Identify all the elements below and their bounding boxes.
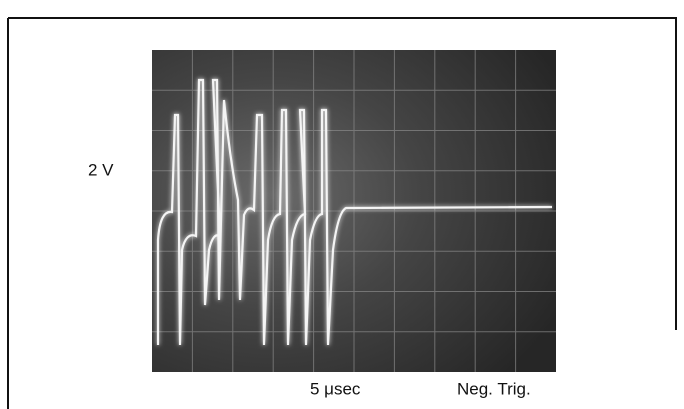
graticule [152, 50, 556, 372]
vertical-scale-label: 2 V [88, 160, 114, 179]
trigger-label: Neg. Trig. [457, 379, 531, 398]
time-scale-label: 5 μsec [310, 379, 361, 398]
frame [7, 17, 677, 409]
scope-trace [156, 78, 553, 346]
